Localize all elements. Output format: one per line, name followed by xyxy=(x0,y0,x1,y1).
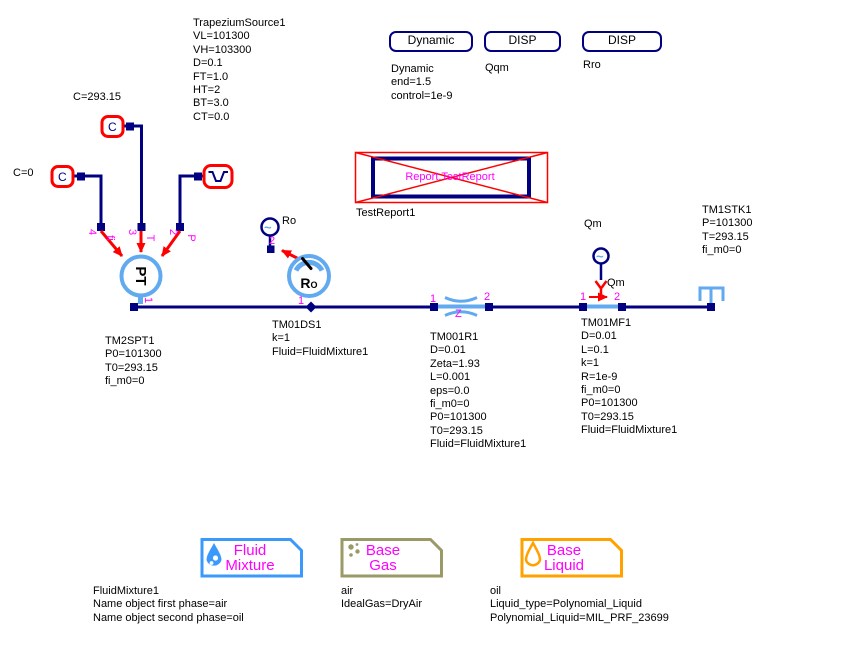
param-block-oil: oil Liquid_type=Polynomial_Liquid Polynomi… xyxy=(490,585,669,624)
qm-sensor-icon[interactable] xyxy=(592,247,610,265)
density-gauge-icon[interactable] xyxy=(287,254,331,298)
label-c-temperature: C=293.15 xyxy=(73,91,122,103)
pipe-segments xyxy=(138,295,619,309)
droplet-bubble-icon xyxy=(209,561,214,565)
c-source-upper-icon[interactable] xyxy=(100,115,125,138)
droplet-liquid-icon xyxy=(524,540,542,567)
port-label-4: 4 xyxy=(86,228,99,236)
label-qm-sensor: Qm xyxy=(607,277,625,289)
gauge-needle-icon xyxy=(301,257,313,270)
ro-gauge-sub: O xyxy=(310,280,318,290)
port-label-2-mf: 2 xyxy=(614,291,621,303)
port-label-p: P xyxy=(185,234,198,242)
label-c-zero: C=0 xyxy=(13,167,34,179)
ro-gauge-glyph: RO xyxy=(300,275,318,291)
port-label-fi: fi xyxy=(104,235,117,241)
port-label-z: Z xyxy=(455,308,462,320)
fluid-mixture-card[interactable] xyxy=(200,538,303,578)
port-label-3: 3 xyxy=(126,228,139,236)
port-label-2-pt: 2 xyxy=(167,228,180,236)
port-label-t: T xyxy=(144,234,157,242)
port-label-2-r1: 2 xyxy=(484,291,491,303)
gas-molecules-icon xyxy=(348,543,360,557)
disp-button-rro[interactable]: DISP xyxy=(582,31,662,52)
param-block-simulation: Dynamic end=1.5 control=1e-9 xyxy=(391,63,453,102)
port-label-1-ds: 1 xyxy=(298,295,305,307)
param-block-mass-flow: TM01MF1 D=0.01 L=0.1 k=1 R=1e-9 fi_m0=0 P0=101… xyxy=(581,317,678,437)
param-block-fluid-mixture: FluidMixture1 Name object first phase=air… xyxy=(93,585,244,624)
gauge-face-icon xyxy=(293,259,325,272)
label-disp-qqm: Qqm xyxy=(485,62,509,74)
label-ro-sensor: Ro xyxy=(282,215,297,227)
trapezium-source-icon[interactable] xyxy=(202,164,234,189)
disp-button-qqm[interactable]: DISP xyxy=(484,31,561,52)
port-label-1-pt: 1 xyxy=(142,296,155,304)
report-cross-label: Report.TestReport xyxy=(405,171,495,183)
pt-glyph: PT xyxy=(132,266,150,286)
base-liquid-title: Base Liquid xyxy=(543,542,585,574)
qm-sensor-tilde-icon: ~ xyxy=(596,249,604,264)
param-block-tank: TM1STK1 P=101300 T=293.15 fi_m0=0 xyxy=(702,204,753,257)
base-gas-card[interactable] xyxy=(340,538,443,578)
port-label-2-ro: 2 xyxy=(269,235,276,247)
report-cross-icon xyxy=(355,151,548,204)
param-block-restrictor: TM001R1 D=0.01 Zeta=1.93 L=0.001 eps=0.0 fi_m… xyxy=(430,331,527,451)
label-qm-top: Qm xyxy=(584,218,602,230)
param-block-density-display: TM01DS1 k=1 Fluid=FluidMixture1 xyxy=(272,319,369,358)
pt-source-icon[interactable] xyxy=(119,254,163,298)
param-block-air: air IdealGas=DryAir xyxy=(341,585,423,611)
fluid-mixture-title: Fluid Mixture xyxy=(225,542,275,574)
report-widget-icon[interactable] xyxy=(354,151,549,204)
signal-arrows xyxy=(99,230,608,302)
c-upper-glyph: C xyxy=(108,120,117,134)
dynamic-button[interactable]: Dynamic xyxy=(389,31,473,52)
port-label-1-r1: 1 xyxy=(430,293,437,305)
base-gas-title: Base Gas xyxy=(365,542,401,574)
droplet-bubble-icon xyxy=(212,555,219,561)
c-source-lower-icon[interactable] xyxy=(50,165,75,188)
param-block-pt-source: TM2SPT1 P0=101300 T0=293.15 fi_m0=0 xyxy=(105,335,162,388)
c-lower-glyph: C xyxy=(58,170,67,184)
droplet-mixture-icon xyxy=(206,543,222,566)
base-liquid-card[interactable] xyxy=(520,538,623,578)
ro-sensor-tilde-icon: ~ xyxy=(264,220,272,235)
ro-sensor-icon[interactable] xyxy=(260,217,280,237)
tank-icon[interactable] xyxy=(698,286,725,303)
connector-nodes[interactable] xyxy=(77,122,715,313)
param-block-trapezium-source: TrapeziumSource1 VL=101300 VH=103300 D=0.1 F… xyxy=(193,17,286,123)
trapezium-wave-icon xyxy=(208,171,228,182)
label-disp-rro: Rro xyxy=(583,59,601,71)
label-testreport: TestReport1 xyxy=(356,207,416,219)
restrictor-icon[interactable] xyxy=(444,296,478,317)
port-label-1-mf: 1 xyxy=(580,291,587,303)
